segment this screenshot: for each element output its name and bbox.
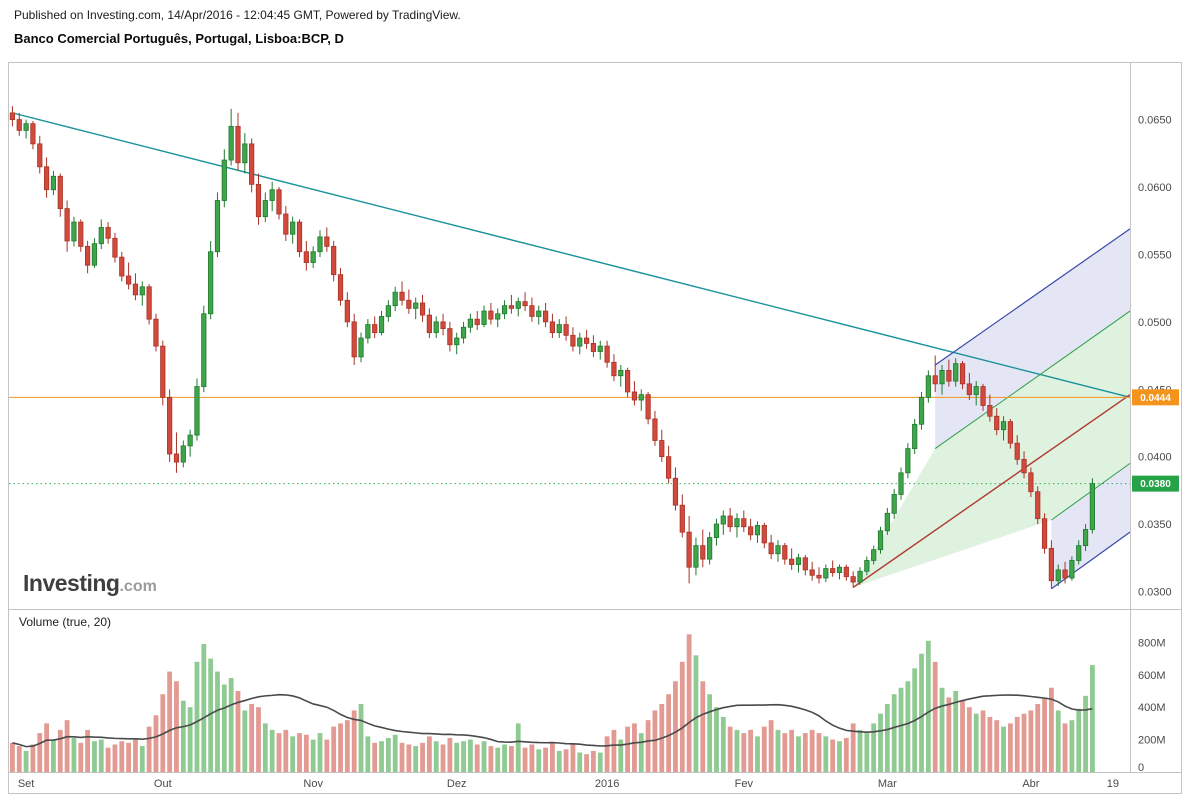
price-badge-label: 0.0444 [1140,393,1171,404]
instrument-title: Banco Comercial Português, Portugal, Lis… [14,31,344,46]
volume-ma-line [12,693,1093,748]
time-tick-label: Abr [1022,778,1039,790]
candles [9,106,1096,589]
price-badge [1132,475,1179,492]
pitchfork-lower-tine[interactable] [1051,531,1131,590]
time-tick-label: Nov [303,778,323,790]
time-tick-label: 19 [1107,778,1119,790]
chart-frame: 0.06500.06000.05500.05000.04500.04000.03… [8,62,1182,794]
time-tick-label: Set [18,778,35,790]
price-tick-label: 0.0350 [1138,519,1172,531]
chart-header: Published on Investing.com, 14/Apr/2016 … [0,0,1188,47]
volume-tick-label: 800M [1138,637,1166,649]
price-tick-label: 0.0600 [1138,182,1172,194]
price-tick-label: 0.0400 [1138,452,1172,464]
pitchfork-upper-mid[interactable] [934,310,1131,449]
volume-pane-wrap: 800M 600M 400M 200M 0 Volume (true, 20) [9,609,1181,772]
time-tick-label: Out [154,778,172,790]
volume-tick-label: 0 [1138,762,1144,772]
time-tick-label: Mar [878,778,897,790]
volume-tick-label: 600M [1138,670,1166,682]
price-tick-label: 0.0550 [1138,249,1172,261]
published-line: Published on Investing.com, 14/Apr/2016 … [14,8,461,22]
volume-bars [10,634,1095,772]
time-tick-label: Fev [735,778,754,790]
price-pane-wrap: 0.06500.06000.05500.05000.04500.04000.03… [9,63,1181,609]
volume-tick-label: 200M [1138,735,1166,747]
time-axis-wrap: Set Out Nov Dez 2016 Fev Mar Abr 19 [9,772,1181,793]
price-tick-label: 0.0650 [1138,115,1172,127]
descending-trendline[interactable] [12,112,1131,399]
price-tick-label: 0.0500 [1138,317,1172,329]
pitchfork-upper-tine[interactable] [934,228,1131,366]
price-badge [1132,389,1179,406]
price-tick-label: 0.0300 [1138,586,1172,598]
volume-indicator-label: Volume (true, 20) [19,615,112,629]
pitchfork-median[interactable] [852,394,1131,589]
volume-tick-label: 400M [1138,702,1166,714]
price-badge-label: 0.0380 [1140,479,1171,490]
time-axis[interactable]: Set Out Nov Dez 2016 Fev Mar Abr 19 [9,773,1181,793]
volume-pane[interactable]: 800M 600M 400M 200M 0 [9,610,1181,772]
time-tick-label: Dez [447,778,467,790]
time-tick-label: 2016 [595,778,619,790]
price-pane[interactable]: 0.06500.06000.05500.05000.04500.04000.03… [9,63,1181,609]
